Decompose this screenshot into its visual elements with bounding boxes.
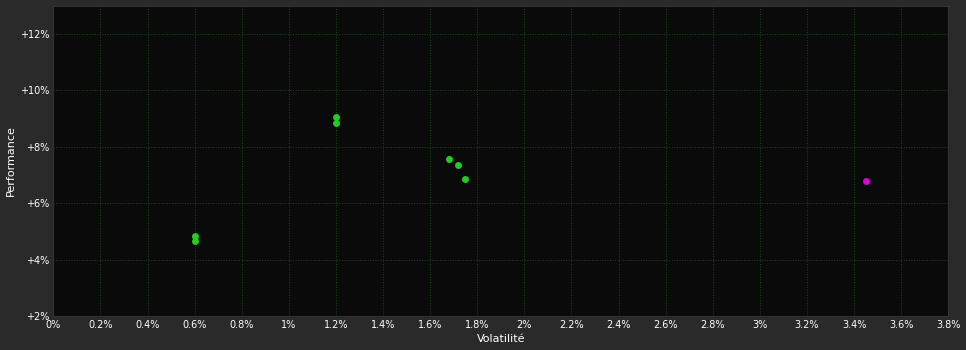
X-axis label: Volatilité: Volatilité bbox=[476, 335, 526, 344]
Y-axis label: Performance: Performance bbox=[6, 125, 15, 196]
